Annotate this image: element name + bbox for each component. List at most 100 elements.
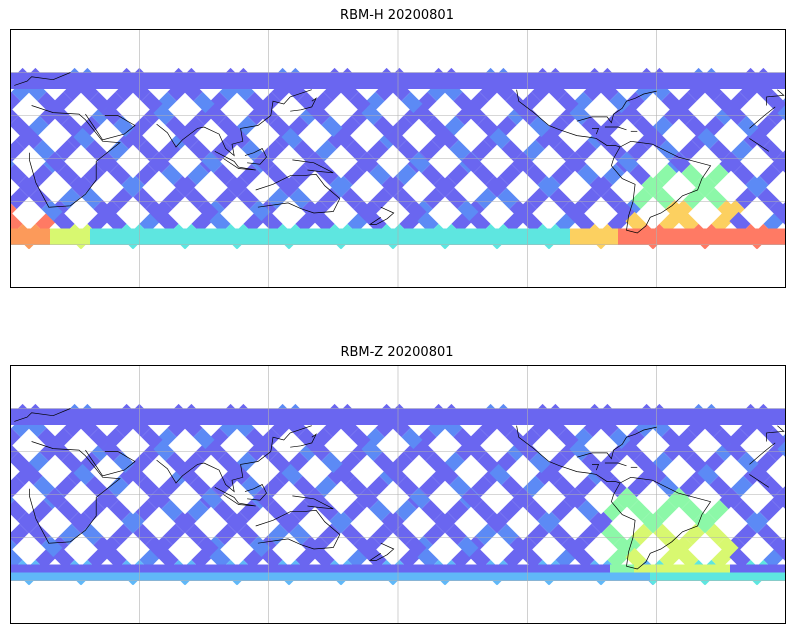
coverage-cell [658, 572, 667, 581]
coverage-cell [722, 228, 731, 237]
coverage-cell [386, 408, 395, 417]
coverage-cell [370, 416, 379, 425]
coverage-cell [130, 416, 139, 425]
coverage-cell [466, 72, 475, 81]
coverage-cell [50, 72, 59, 81]
swath-segment [109, 499, 131, 522]
coverage-cell [194, 564, 203, 573]
coverage-cell [730, 228, 739, 237]
coverage-cell [650, 236, 659, 245]
coverage-cell [658, 564, 667, 573]
coverage-cell [34, 572, 43, 581]
swath-segment [577, 499, 599, 522]
coverage-cell [258, 72, 267, 81]
coverage-cell [34, 72, 43, 81]
swath-segment [183, 451, 205, 474]
swath-segment [717, 535, 739, 558]
coverage-cell [250, 564, 259, 573]
coverage-cell [746, 80, 755, 89]
swath-segment [339, 451, 361, 474]
coverage-cell [738, 236, 747, 245]
coverage-cell [770, 236, 779, 245]
coverage-cell [642, 564, 651, 573]
swath-segment [341, 187, 363, 210]
coverage-cell [450, 564, 459, 573]
coverage-cell [162, 564, 171, 573]
swath-segment [627, 139, 649, 162]
coverage-cell [186, 572, 195, 581]
coverage-cell [514, 72, 523, 81]
coverage-cell [186, 416, 195, 425]
coverage-cell [354, 228, 363, 237]
coverage-cell [250, 228, 259, 237]
coverage-cell [698, 72, 707, 81]
coastline [516, 425, 621, 484]
swath-segment [41, 535, 63, 558]
coverage-cell [722, 408, 731, 417]
swath-segment [713, 427, 735, 450]
swath-segment [449, 475, 471, 498]
swath-segment [599, 115, 621, 138]
swath-segment [245, 91, 267, 114]
coverage-cell [202, 228, 211, 237]
coverage-cell [442, 228, 451, 237]
coverage-cell [170, 72, 179, 81]
coverage-cell [314, 80, 323, 89]
coastline [214, 150, 256, 171]
swath-segment [295, 211, 317, 234]
swath-segment [499, 499, 521, 522]
swath-segment [399, 547, 421, 570]
swath-segment [551, 163, 573, 186]
coverage-cell [138, 572, 147, 581]
swath-segment [165, 115, 187, 138]
coverage-cell [642, 236, 651, 245]
swath-segment [465, 103, 487, 126]
coverage-cell [770, 564, 779, 573]
coverage-cell [162, 228, 171, 237]
swath-segment [209, 211, 231, 234]
swath-segment [551, 499, 573, 522]
coverage-cell [266, 572, 275, 581]
coastline [576, 426, 657, 460]
coverage-cell [434, 572, 443, 581]
coverage-cell [202, 564, 211, 573]
swath-segment [605, 475, 627, 498]
coverage-cell [778, 408, 786, 417]
coverage-cell [466, 236, 475, 245]
coverage-cell [570, 416, 579, 425]
swath-segment [657, 139, 679, 162]
coverage-cell [130, 408, 139, 417]
coverage-cell [402, 80, 411, 89]
swath-segment [243, 547, 265, 570]
coverage-cell [178, 228, 187, 237]
coverage-cell [138, 564, 147, 573]
coverage-cell [154, 408, 163, 417]
coverage-cell [594, 236, 603, 245]
swath-segment [423, 523, 445, 546]
coverage-cell [66, 408, 75, 417]
coverage-cell [514, 236, 523, 245]
coverage-cell [602, 564, 611, 573]
coverage-cell [282, 228, 291, 237]
map-frame [10, 29, 786, 288]
coverage-cell [682, 416, 691, 425]
coverage-cell [498, 572, 507, 581]
swath-segment [153, 103, 175, 126]
coverage-cell [402, 236, 411, 245]
coverage-cell [626, 572, 635, 581]
coverage-cell [442, 572, 451, 581]
swath-segment [31, 163, 53, 186]
coverage-cell [586, 572, 595, 581]
coverage-cell [650, 564, 659, 573]
swath-segment [651, 115, 673, 138]
coverage-cell [570, 572, 579, 581]
coverage-cell [386, 236, 395, 245]
coverage-cell [538, 408, 547, 417]
coverage-cell [666, 564, 675, 573]
coverage-cell [418, 80, 427, 89]
swath-segment [315, 139, 337, 162]
coverage-cell [498, 564, 507, 573]
coverage-cell [746, 72, 755, 81]
coverage-cell [346, 408, 355, 417]
coverage-cell [522, 416, 531, 425]
